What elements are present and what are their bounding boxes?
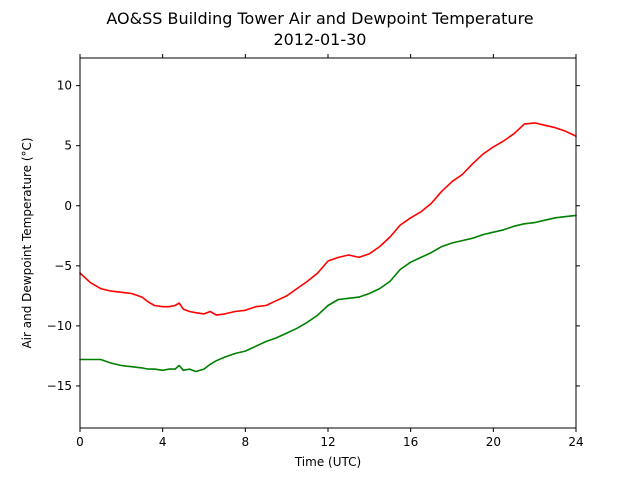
axis-layer: 0 4 8 12 16 20 24 −15 −10 −5 0 5 10 [47, 54, 584, 449]
dewpoint-temperature-line [79, 214, 577, 373]
y-axis-label: Air and Dewpoint Temperature (°C) [20, 137, 34, 348]
y-tick-label: 0 [64, 199, 72, 213]
x-axis-label: Time (UTC) [294, 455, 361, 469]
chart-title: AO&SS Building Tower Air and Dewpoint Te… [106, 9, 533, 28]
x-tick-label: 20 [486, 435, 501, 449]
air-temperature-line [79, 122, 577, 316]
plot-frame [79, 57, 577, 429]
x-tick-label: 4 [159, 435, 167, 449]
y-tick-label: 5 [64, 139, 72, 153]
y-tick-label: −5 [54, 259, 72, 273]
x-tick-label: 24 [568, 435, 583, 449]
y-tick-label: −10 [47, 319, 72, 333]
chart-subtitle: 2012-01-30 [274, 30, 367, 49]
x-tick-label: 0 [76, 435, 84, 449]
x-tick-label: 16 [403, 435, 418, 449]
y-tick-label: 10 [57, 79, 72, 93]
x-tick-label: 12 [320, 435, 335, 449]
y-tick-label: −15 [47, 379, 72, 393]
series-layer [79, 122, 577, 373]
x-tick-label: 8 [242, 435, 250, 449]
